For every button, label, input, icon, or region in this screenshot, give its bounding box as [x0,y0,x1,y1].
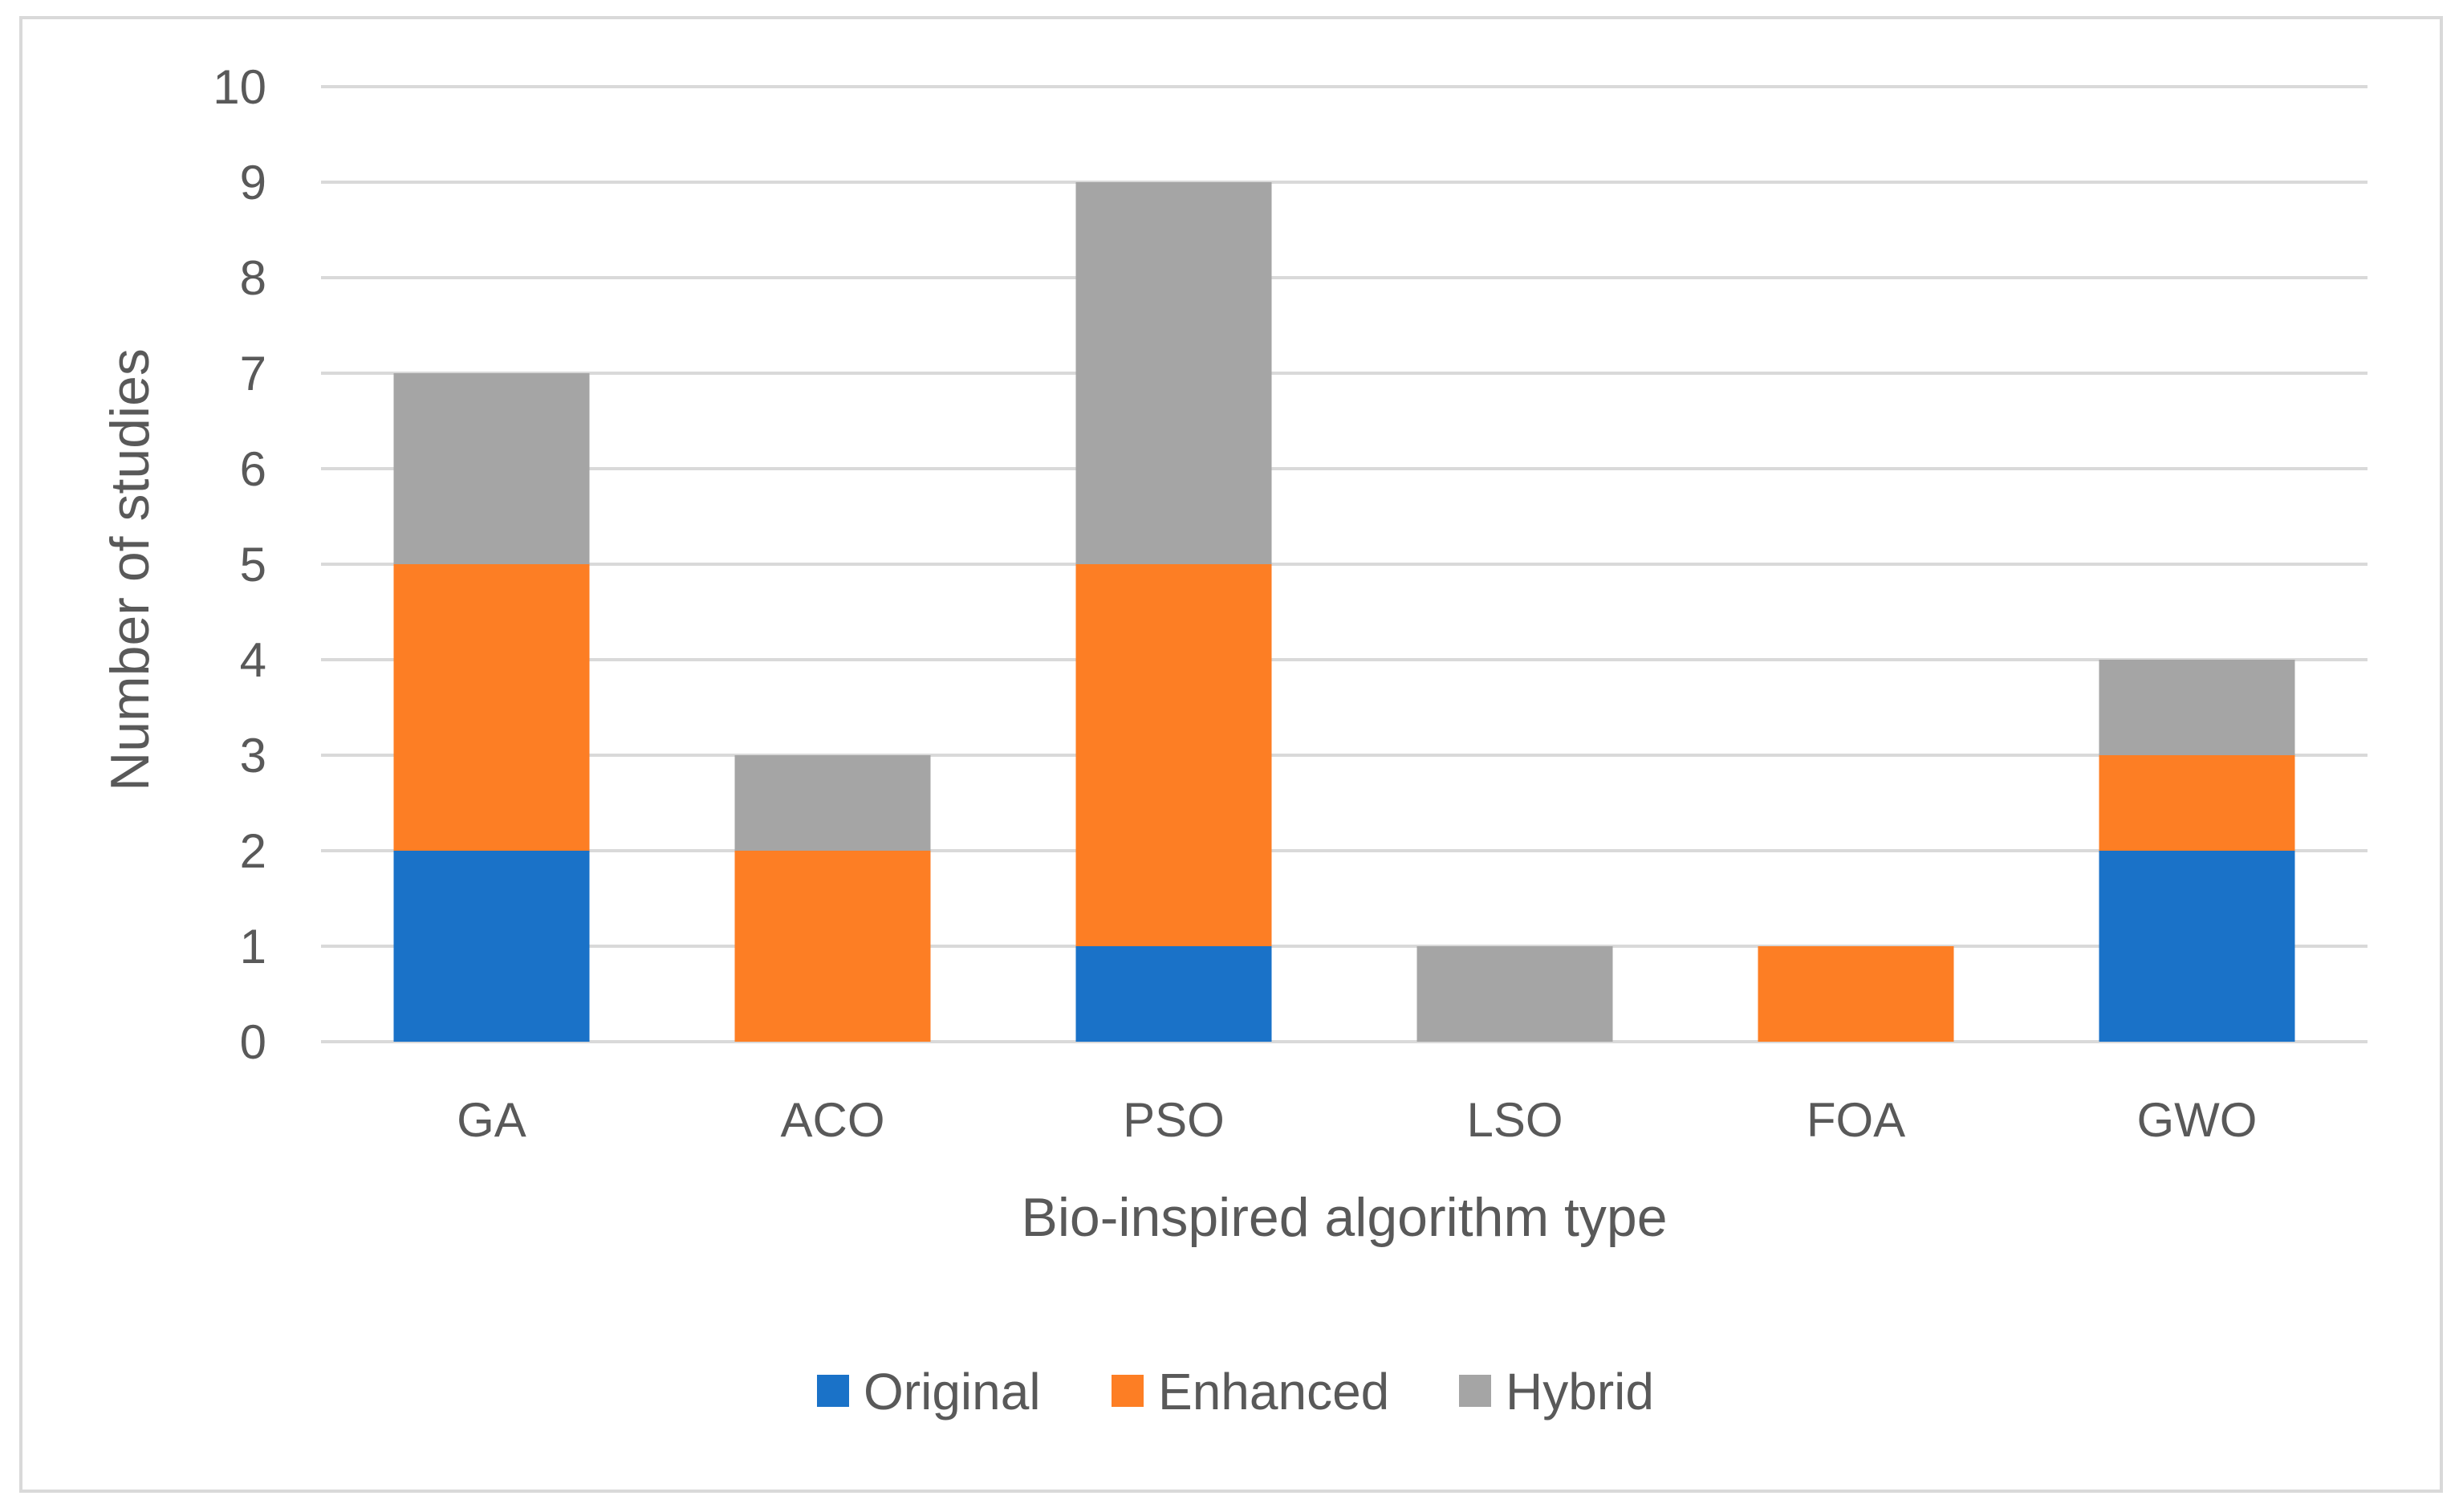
bar-pso-enhanced [1075,564,1272,946]
y-tick-label: 10 [213,60,266,114]
y-tick-label: 5 [240,538,266,591]
bars [393,182,2295,1042]
bar-foa-enhanced [1758,946,1954,1042]
bar-pso-hybrid [1075,182,1272,564]
bar-lso-hybrid [1416,946,1613,1042]
legend-swatch-hybrid [1459,1375,1491,1407]
bar-pso-original [1075,946,1272,1042]
y-tick-label: 7 [240,347,266,400]
y-tick-label: 2 [240,824,266,878]
y-tick-label: 8 [240,251,266,305]
legend-label-hybrid: Hybrid [1506,1363,1654,1421]
bar-aco-enhanced [734,851,931,1042]
y-axis-ticks: 0 1 2 3 4 5 6 7 8 9 10 [213,60,266,1069]
gridlines [321,85,2367,1043]
legend-swatch-original [817,1375,849,1407]
x-tick-label-pso: PSO [1123,1093,1225,1147]
legend: Original Enhanced Hybrid [817,1363,1654,1421]
bar-gwo-hybrid [2099,660,2295,755]
y-tick-label: 9 [240,156,266,209]
x-axis-ticks: GA ACO PSO LSO FOA GWO [457,1093,2257,1147]
y-axis-title: Number of studies [100,348,161,791]
legend-label-enhanced: Enhanced [1158,1363,1389,1421]
y-tick-label: 0 [240,1015,266,1069]
x-tick-label-ga: GA [457,1093,526,1147]
bar-ga-original [393,851,590,1042]
y-tick-label: 3 [240,729,266,782]
x-tick-label-gwo: GWO [2137,1093,2258,1147]
x-axis-title: Bio-inspired algorithm type [1021,1187,1667,1248]
legend-swatch-enhanced [1112,1375,1144,1407]
bar-gwo-original [2099,851,2295,1042]
y-tick-label: 1 [240,920,266,973]
x-tick-label-aco: ACO [780,1093,884,1147]
bar-ga-enhanced [393,564,590,851]
legend-label-original: Original [864,1363,1041,1421]
bar-aco-hybrid [734,755,931,851]
y-tick-label: 6 [240,442,266,496]
x-tick-label-foa: FOA [1807,1093,1905,1147]
x-tick-label-lso: LSO [1466,1093,1563,1147]
bar-gwo-enhanced [2099,755,2295,851]
bar-ga-hybrid [393,373,590,564]
y-tick-label: 4 [240,633,266,687]
